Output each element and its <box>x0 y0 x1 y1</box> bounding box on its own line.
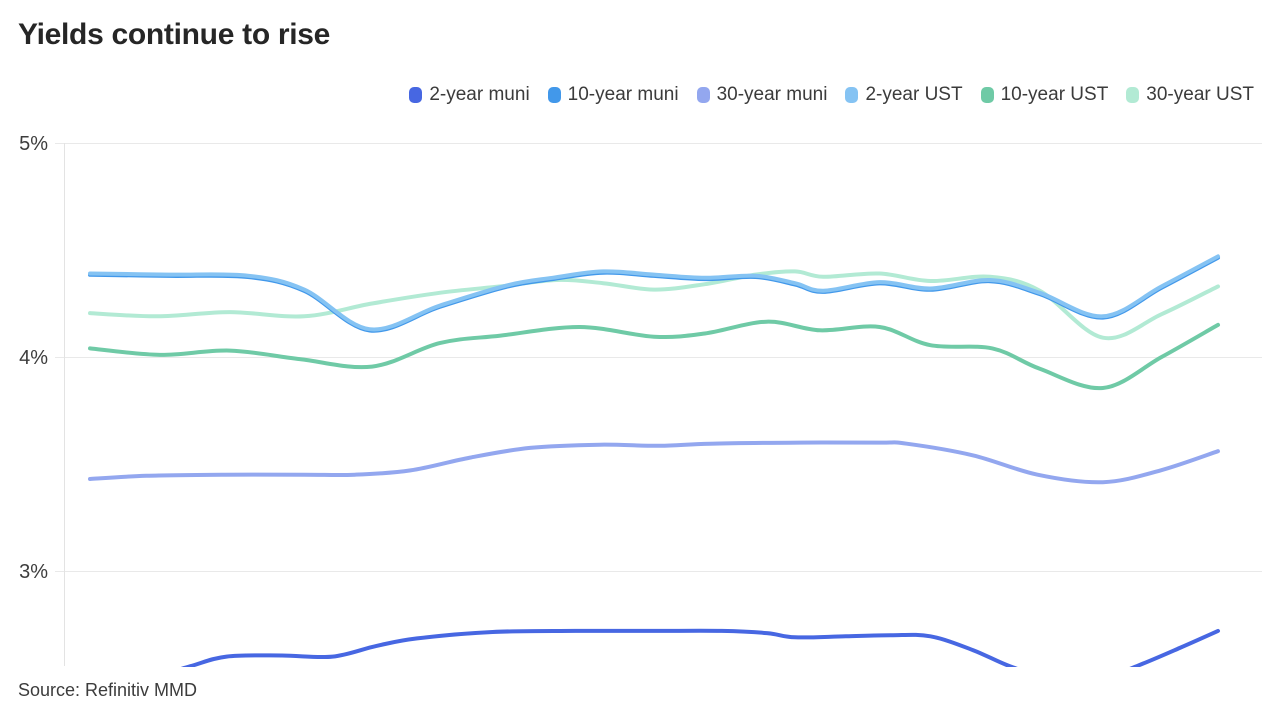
y-axis-tick-label: 4% <box>19 347 48 369</box>
source-attribution: Source: Refinitiv MMD <box>18 680 198 700</box>
legend-item-10-year-muni: 10-year muni <box>547 84 679 106</box>
chart-title: Yields continue to rise <box>18 18 331 51</box>
y-axis-tick-label: 3% <box>19 561 48 583</box>
legend-item-10-year-ust: 10-year UST <box>980 84 1109 106</box>
series-line-30-year-ust <box>88 269 1220 341</box>
series-line-2-year-muni <box>180 628 1220 667</box>
legend-label: 2-year muni <box>429 84 530 105</box>
series-line-2-year-ust <box>88 254 1220 332</box>
legend-item-2-year-ust: 2-year UST <box>845 84 963 106</box>
y-axis-tick-label: 5% <box>19 133 48 155</box>
legend-label: 30-year muni <box>716 84 828 105</box>
legend-swatch <box>696 87 710 103</box>
legend: 2-year muni 10-year muni 30-year muni 2-yea… <box>409 84 1254 106</box>
legend-swatch <box>547 87 561 103</box>
legend-item-30-year-ust: 30-year UST <box>1126 84 1254 106</box>
legend-label: 10-year UST <box>1000 84 1109 105</box>
legend-item-30-year-muni: 30-year muni <box>696 84 828 106</box>
legend-label: 30-year UST <box>1146 84 1254 105</box>
legend-label: 2-year UST <box>865 84 963 105</box>
legend-label: 10-year muni <box>567 84 679 105</box>
series-line-10-year-ust <box>88 319 1220 391</box>
legend-swatch <box>980 87 994 103</box>
series-line-30-year-muni <box>88 440 1220 485</box>
legend-swatch <box>409 87 423 103</box>
legend-swatch <box>845 87 859 103</box>
legend-item-2-year-muni: 2-year muni <box>409 84 530 106</box>
legend-swatch <box>1126 87 1140 103</box>
series-line-10-year-muni <box>88 255 1220 333</box>
